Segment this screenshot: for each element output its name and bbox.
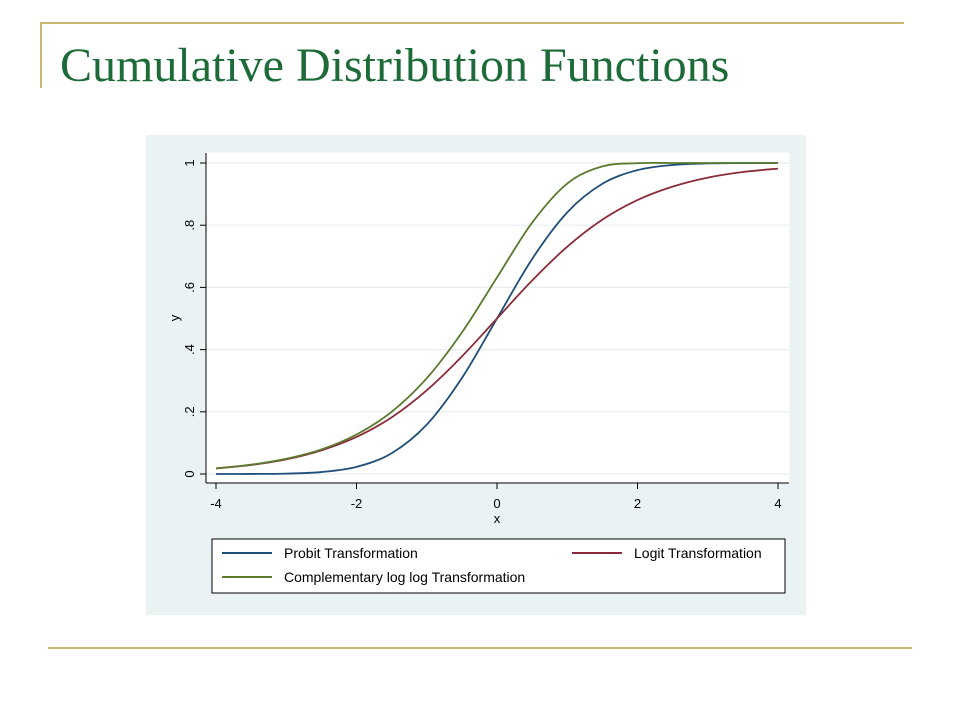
slide-frame-left xyxy=(40,22,42,88)
x-tick-label: -4 xyxy=(210,496,222,511)
slide-frame-bottom xyxy=(48,647,912,649)
tick-labels: 0 .2 .4 .6 .8 1 -4 -2 0 2 4 xyxy=(182,159,782,511)
y-axis-title: y xyxy=(167,314,182,321)
x-axis-title: x xyxy=(494,511,501,526)
slide-title: Cumulative Distribution Functions xyxy=(60,39,730,92)
legend-box xyxy=(211,538,786,594)
y-tick-label: 0 xyxy=(182,470,197,477)
x-tick-label: -2 xyxy=(351,496,363,511)
series-line-2 xyxy=(215,161,778,470)
legend-label-2: Complementary log log Transformation xyxy=(284,569,525,585)
legend-label-1: Logit Transformation xyxy=(634,545,762,561)
x-tick-label: 2 xyxy=(634,496,641,511)
legend-label-0: Probit Transformation xyxy=(284,545,418,561)
y-tick-label: .4 xyxy=(182,344,197,355)
legend: Probit Transformation Logit Transformatio… xyxy=(211,538,786,594)
y-tick-label: 1 xyxy=(182,159,197,166)
slide-frame-top xyxy=(40,22,904,24)
x-tick-label: 0 xyxy=(493,496,500,511)
y-tick-label: .8 xyxy=(182,220,197,231)
y-tick-label: .6 xyxy=(182,282,197,293)
y-tick-label: .2 xyxy=(182,406,197,417)
x-tick-label: 4 xyxy=(774,496,781,511)
cdf-chart: 0 .2 .4 .6 .8 1 -4 -2 0 2 4 x y Probit Transformat… xyxy=(146,135,806,615)
series-lines xyxy=(215,161,779,475)
